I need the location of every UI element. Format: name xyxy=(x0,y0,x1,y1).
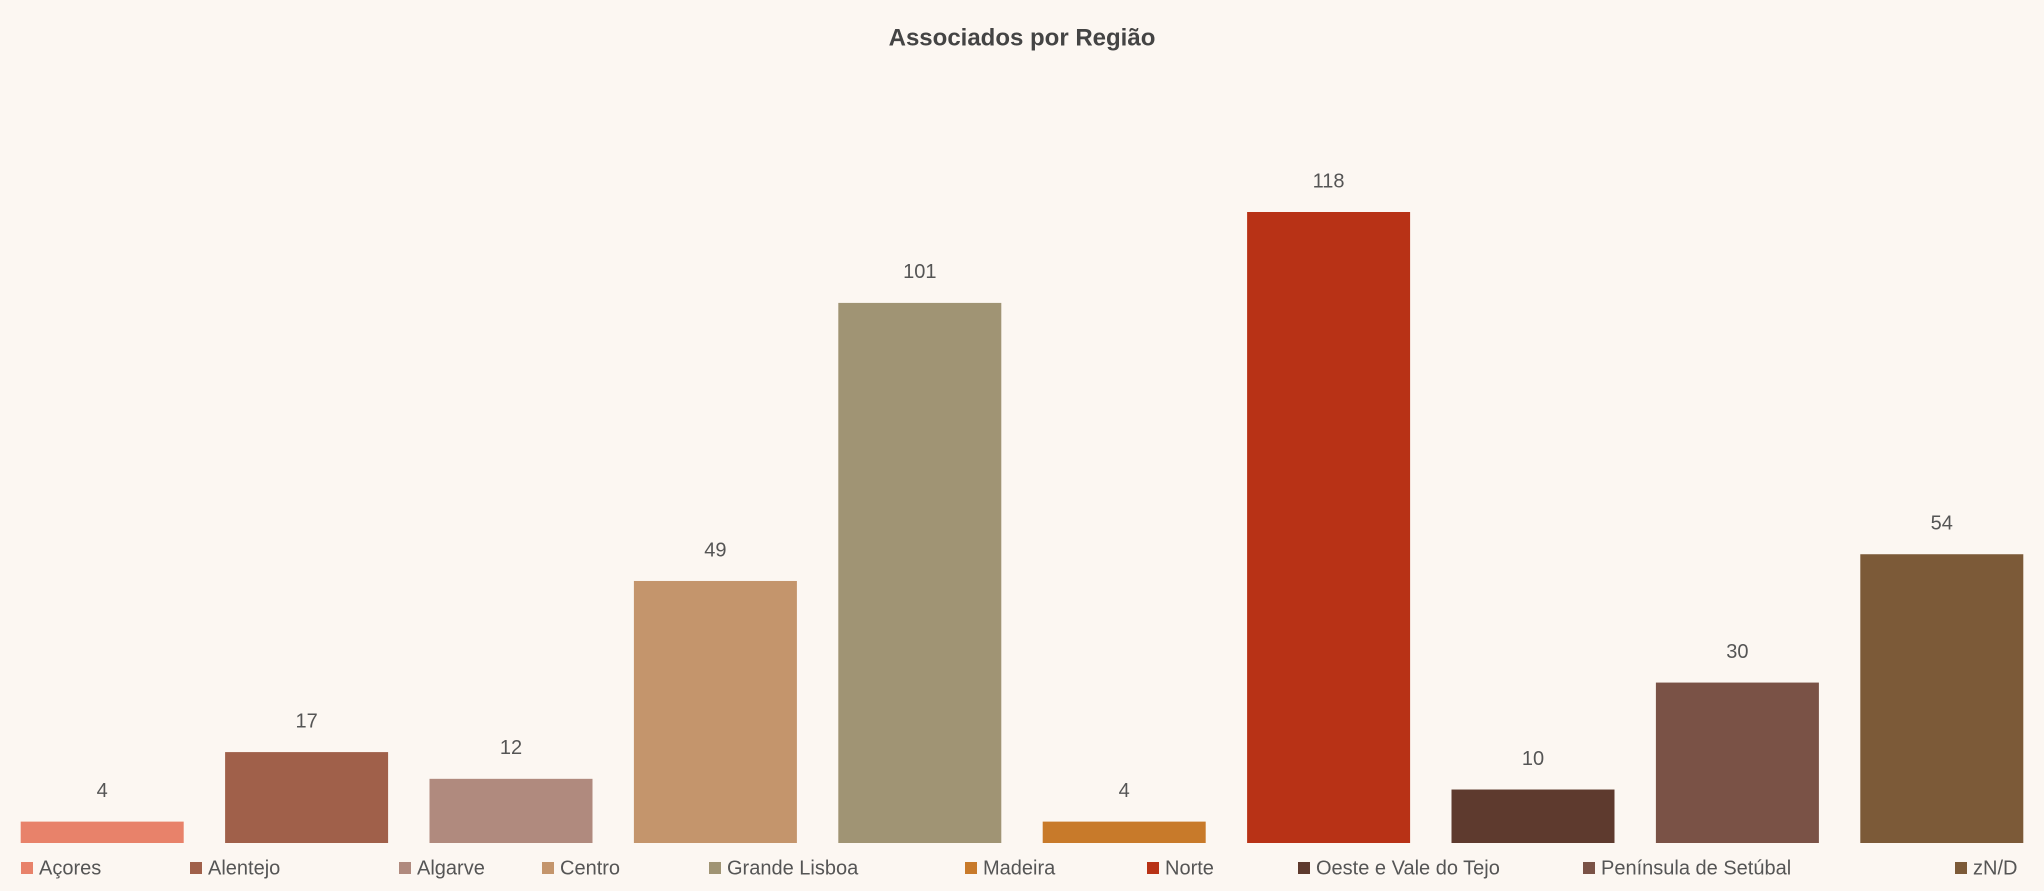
legend-swatch xyxy=(399,862,411,874)
legend-label: Península de Setúbal xyxy=(1601,857,1791,879)
legend-label: Norte xyxy=(1165,857,1214,879)
legend-label: zN/D xyxy=(1973,857,2017,879)
chart-title: Associados por Região xyxy=(889,24,1156,51)
data-label: 10 xyxy=(1522,748,1544,770)
bar xyxy=(1655,682,1819,843)
data-label: 54 xyxy=(1931,513,1953,535)
legend-swatch xyxy=(709,862,721,874)
legend-swatch xyxy=(21,862,33,874)
legend-label: Centro xyxy=(560,857,620,879)
data-label: 12 xyxy=(500,737,522,759)
data-label: 101 xyxy=(903,261,936,283)
legend-label: Grande Lisboa xyxy=(727,857,859,879)
bar xyxy=(1451,789,1615,843)
bar xyxy=(838,302,1002,844)
legend-swatch xyxy=(190,862,202,874)
legend-swatch xyxy=(965,862,977,874)
bar xyxy=(1860,554,2024,843)
legend-label: Algarve xyxy=(417,857,485,879)
data-label: 30 xyxy=(1726,641,1748,663)
legend-label: Oeste e Vale do Tejo xyxy=(1316,857,1500,879)
legend-swatch xyxy=(1583,862,1595,874)
data-label: 49 xyxy=(704,539,726,561)
bar xyxy=(225,752,389,843)
legend-label: Açores xyxy=(39,857,101,879)
legend-label: Madeira xyxy=(983,857,1056,879)
data-label: 4 xyxy=(97,780,108,802)
legend-swatch xyxy=(1147,862,1159,874)
data-label: 17 xyxy=(295,710,317,732)
bar xyxy=(429,778,593,843)
legend-label: Alentejo xyxy=(208,857,280,879)
bar xyxy=(1247,212,1411,843)
bar xyxy=(633,580,797,843)
legend-swatch xyxy=(542,862,554,874)
data-label: 118 xyxy=(1313,170,1345,192)
legend-swatch xyxy=(1955,862,1967,874)
legend-swatch xyxy=(1298,862,1310,874)
bar xyxy=(1042,821,1206,843)
bar xyxy=(20,821,184,843)
data-label: 4 xyxy=(1119,780,1130,802)
